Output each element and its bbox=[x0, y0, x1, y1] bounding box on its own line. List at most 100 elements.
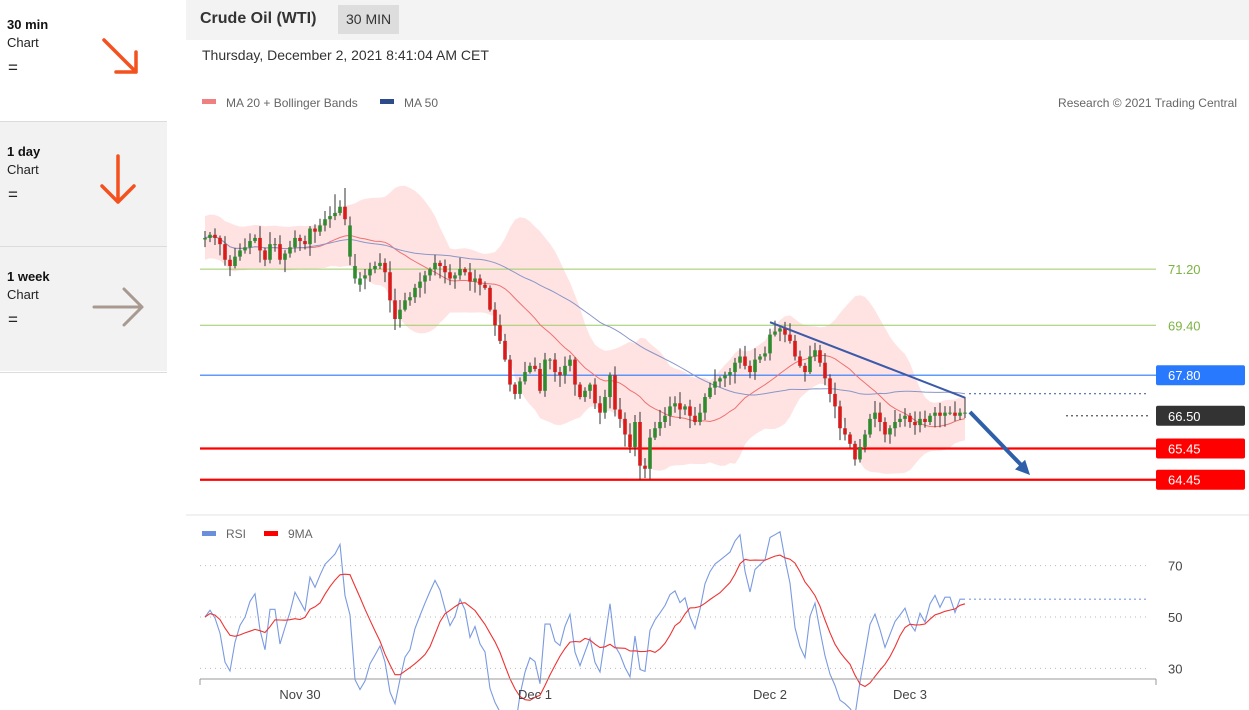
candle bbox=[703, 397, 707, 413]
legend-rsi-label: RSI bbox=[226, 527, 246, 541]
candle bbox=[508, 359, 512, 385]
timeframe-period: 1 week bbox=[7, 269, 50, 284]
level-badge bbox=[1156, 365, 1245, 386]
candle bbox=[693, 415, 697, 422]
candle bbox=[778, 328, 782, 332]
level-label: 69.40 bbox=[1168, 318, 1201, 333]
candle bbox=[893, 422, 897, 429]
candle bbox=[438, 262, 442, 266]
candle bbox=[523, 372, 527, 382]
candle bbox=[423, 275, 427, 282]
candle bbox=[613, 375, 617, 410]
x-tick-label: Dec 1 bbox=[518, 687, 552, 702]
candle bbox=[888, 428, 892, 435]
legend-swatch-rsi bbox=[202, 531, 216, 536]
candle bbox=[378, 262, 382, 266]
candle bbox=[353, 266, 357, 279]
candle bbox=[668, 406, 672, 416]
candle bbox=[768, 334, 772, 354]
candle bbox=[593, 384, 597, 404]
timeframe-status: = bbox=[8, 310, 18, 329]
candle bbox=[563, 365, 567, 376]
timeframe-status: = bbox=[8, 58, 18, 77]
candle bbox=[953, 412, 957, 416]
candle bbox=[588, 384, 592, 391]
candle bbox=[658, 422, 662, 429]
timeframe-1week-item[interactable]: 1 week Chart = bbox=[0, 246, 167, 371]
candle bbox=[468, 272, 472, 282]
legend-ma50-label: MA 50 bbox=[404, 96, 438, 110]
candle bbox=[753, 359, 757, 373]
candle bbox=[883, 422, 887, 435]
candle bbox=[278, 244, 282, 260]
timeframe-kind: Chart bbox=[7, 35, 39, 50]
candle bbox=[363, 275, 367, 279]
candle bbox=[918, 418, 922, 426]
candle bbox=[958, 412, 962, 416]
candle bbox=[798, 356, 802, 366]
candle bbox=[848, 434, 852, 444]
candle bbox=[448, 272, 452, 279]
candle bbox=[858, 446, 862, 460]
candle bbox=[483, 284, 487, 288]
candle bbox=[943, 412, 947, 416]
candle bbox=[643, 465, 647, 469]
price-chart: 71.20 69.40 67.80 66.50 65.45 64.45 MA 20 + Bo… bbox=[186, 96, 1249, 710]
arrow-right-icon bbox=[92, 287, 144, 327]
candle bbox=[243, 247, 247, 251]
candle bbox=[788, 334, 792, 341]
candle bbox=[923, 418, 927, 422]
candle bbox=[653, 428, 657, 438]
level-badge-label: 66.50 bbox=[1168, 409, 1201, 424]
timeframe-30min-item[interactable]: 30 min Chart = bbox=[0, 0, 167, 125]
interval-badge[interactable]: 30 MIN bbox=[338, 5, 400, 34]
candle bbox=[618, 409, 622, 419]
candle bbox=[878, 412, 882, 422]
level-badge bbox=[1156, 469, 1245, 490]
candle bbox=[488, 287, 492, 310]
rsi-tick-label: 50 bbox=[1168, 610, 1182, 625]
candle bbox=[543, 359, 547, 391]
ma20-line bbox=[204, 234, 966, 428]
candle bbox=[238, 250, 242, 257]
candle bbox=[633, 422, 637, 447]
candle bbox=[838, 406, 842, 429]
forecast-arrowhead bbox=[1015, 459, 1030, 476]
timeframe-kind: Chart bbox=[7, 162, 39, 177]
candle bbox=[518, 381, 522, 394]
timeframe-sidebar: 30 min Chart = 1 day Chart = 1 week Char… bbox=[0, 0, 167, 373]
candle bbox=[568, 359, 572, 366]
candle bbox=[818, 350, 822, 363]
candle bbox=[733, 362, 737, 373]
candle bbox=[828, 378, 832, 394]
legend-swatch-9ma bbox=[264, 531, 278, 536]
candle bbox=[268, 244, 272, 260]
candle bbox=[623, 418, 627, 435]
timeframe-status: = bbox=[8, 185, 18, 204]
arrow-down-icon bbox=[100, 154, 136, 204]
candle bbox=[678, 403, 682, 410]
candle bbox=[903, 415, 907, 419]
candle bbox=[313, 228, 317, 232]
candle bbox=[538, 368, 542, 391]
ma50-line bbox=[204, 235, 966, 396]
candle bbox=[843, 428, 847, 435]
candle bbox=[928, 415, 932, 422]
candle bbox=[443, 266, 447, 273]
bollinger-band bbox=[205, 185, 965, 474]
candle bbox=[823, 362, 827, 379]
candle bbox=[553, 359, 557, 373]
timeframe-1day-item[interactable]: 1 day Chart = bbox=[0, 121, 167, 246]
candle bbox=[513, 384, 517, 394]
instrument-title: Crude Oil (WTI) bbox=[200, 10, 317, 27]
candle bbox=[433, 262, 437, 270]
level-badge bbox=[1156, 438, 1245, 459]
candle bbox=[793, 340, 797, 357]
candle bbox=[258, 237, 262, 251]
candle bbox=[213, 234, 217, 238]
candle bbox=[583, 390, 587, 398]
candle bbox=[533, 365, 537, 369]
candle bbox=[328, 216, 332, 220]
candle bbox=[648, 437, 652, 469]
level-badge-label: 67.80 bbox=[1168, 368, 1201, 383]
